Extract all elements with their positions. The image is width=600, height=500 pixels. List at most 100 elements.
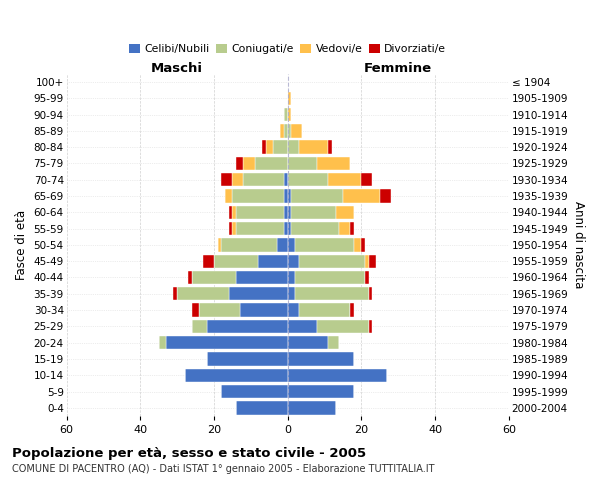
Bar — [354, 238, 361, 252]
Bar — [236, 271, 287, 284]
Text: COMUNE DI PACENTRO (AQ) - Dati ISTAT 1° gennaio 2005 - Elaborazione TUTTITALIA.I: COMUNE DI PACENTRO (AQ) - Dati ISTAT 1° … — [12, 464, 434, 474]
Bar — [244, 173, 284, 186]
Bar — [284, 206, 287, 219]
Bar — [292, 190, 343, 202]
Bar — [192, 320, 206, 333]
Bar — [299, 140, 328, 154]
Bar — [221, 385, 287, 398]
Bar — [236, 222, 284, 235]
Bar — [232, 222, 236, 235]
Text: Popolazione per età, sesso e stato civile - 2005: Popolazione per età, sesso e stato civil… — [12, 448, 366, 460]
Bar — [192, 271, 236, 284]
Bar — [266, 140, 273, 154]
Bar — [199, 304, 240, 317]
Bar — [287, 206, 292, 219]
Bar — [287, 368, 387, 382]
Bar — [284, 222, 287, 235]
Bar — [159, 336, 166, 349]
Bar — [287, 173, 328, 186]
Bar — [262, 140, 266, 154]
Bar — [287, 401, 335, 414]
Bar — [361, 238, 365, 252]
Bar — [287, 92, 292, 105]
Bar — [380, 190, 391, 202]
Bar — [258, 254, 287, 268]
Bar — [287, 140, 299, 154]
Bar — [229, 206, 232, 219]
Bar — [287, 336, 328, 349]
Bar — [225, 190, 232, 202]
Bar — [236, 157, 244, 170]
Bar — [287, 238, 295, 252]
Bar — [185, 368, 287, 382]
Bar — [277, 238, 287, 252]
Bar — [192, 304, 199, 317]
Bar — [229, 222, 232, 235]
Bar — [295, 271, 365, 284]
Bar — [218, 238, 221, 252]
Bar — [287, 124, 292, 138]
Bar — [287, 271, 295, 284]
Bar — [284, 108, 287, 122]
Bar — [365, 271, 369, 284]
Bar — [287, 352, 354, 366]
Bar — [317, 157, 350, 170]
Bar — [335, 206, 354, 219]
Bar — [317, 320, 369, 333]
Bar — [365, 254, 369, 268]
Bar — [299, 304, 350, 317]
Bar — [287, 254, 299, 268]
Bar — [232, 190, 284, 202]
Bar — [287, 222, 292, 235]
Bar — [328, 173, 361, 186]
Bar — [369, 254, 376, 268]
Legend: Celibi/Nubili, Coniugati/e, Vedovi/e, Divorziati/e: Celibi/Nubili, Coniugati/e, Vedovi/e, Di… — [125, 40, 450, 58]
Bar — [292, 206, 335, 219]
Y-axis label: Fasce di età: Fasce di età — [15, 210, 28, 280]
Bar — [244, 157, 254, 170]
Bar — [287, 157, 317, 170]
Bar — [361, 173, 373, 186]
Bar — [240, 304, 287, 317]
Bar — [206, 320, 287, 333]
Bar — [343, 190, 380, 202]
Bar — [236, 206, 284, 219]
Bar — [221, 173, 232, 186]
Text: Femmine: Femmine — [364, 62, 433, 74]
Bar — [287, 320, 317, 333]
Y-axis label: Anni di nascita: Anni di nascita — [572, 201, 585, 288]
Bar — [284, 173, 287, 186]
Bar — [328, 336, 339, 349]
Bar — [166, 336, 287, 349]
Bar — [221, 238, 277, 252]
Bar — [173, 287, 177, 300]
Bar — [292, 222, 339, 235]
Bar — [369, 320, 373, 333]
Bar — [232, 173, 244, 186]
Bar — [254, 157, 287, 170]
Bar — [287, 385, 354, 398]
Bar — [287, 304, 299, 317]
Bar — [203, 254, 214, 268]
Bar — [292, 124, 302, 138]
Bar — [284, 190, 287, 202]
Bar — [232, 206, 236, 219]
Bar — [287, 287, 295, 300]
Bar — [295, 238, 354, 252]
Bar — [280, 124, 284, 138]
Bar — [328, 140, 332, 154]
Bar — [287, 108, 292, 122]
Bar — [295, 287, 369, 300]
Bar — [299, 254, 365, 268]
Bar — [273, 140, 287, 154]
Bar — [287, 190, 292, 202]
Bar — [369, 287, 373, 300]
Bar — [339, 222, 350, 235]
Bar — [206, 352, 287, 366]
Bar — [350, 304, 354, 317]
Bar — [177, 287, 229, 300]
Bar — [236, 401, 287, 414]
Text: Maschi: Maschi — [151, 62, 203, 74]
Bar — [350, 222, 354, 235]
Bar — [229, 287, 287, 300]
